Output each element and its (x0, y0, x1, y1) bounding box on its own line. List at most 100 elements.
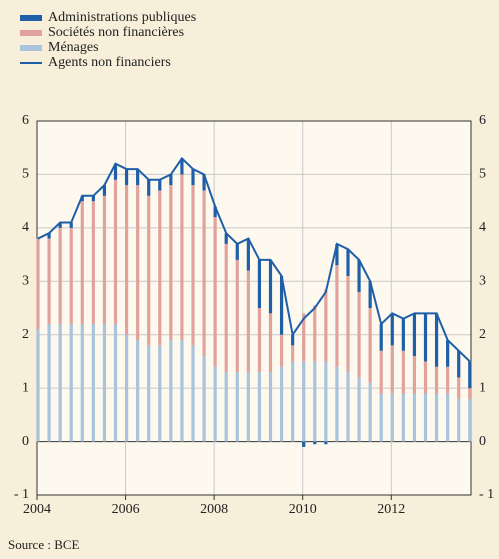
bar-segment (257, 259, 262, 308)
bar-segment (368, 382, 372, 442)
bar-segment (180, 158, 184, 175)
bar-segment (257, 372, 262, 442)
bar-segment (390, 345, 394, 394)
bar-segment (47, 324, 51, 442)
bar-segment (468, 361, 472, 389)
y-tick-label: 3 (22, 274, 29, 289)
y2-tick-label: 1 (479, 380, 486, 395)
bar-segment (80, 324, 84, 442)
bar-segment (202, 356, 206, 442)
bar-segment (457, 350, 461, 378)
bar-segment (47, 233, 51, 239)
bar-segment (434, 313, 439, 367)
bar-segment (368, 308, 372, 383)
bar-segment (224, 243, 228, 373)
bar-segment (136, 185, 140, 341)
bar-segment (224, 233, 228, 244)
bar-segment (302, 361, 306, 442)
legend-swatch (20, 15, 42, 21)
bar-segment (434, 366, 439, 394)
bar-segment (80, 201, 84, 325)
bar-segment (357, 377, 361, 442)
bar-segment (412, 356, 417, 394)
y2-tick-label: 4 (479, 220, 486, 235)
bar-segment (69, 222, 73, 228)
bar-segment (235, 243, 239, 260)
bar-segment (313, 361, 317, 442)
bar-segment (412, 313, 417, 357)
bar-segment (169, 185, 173, 341)
bar-segment (91, 201, 95, 325)
bar-segment (268, 313, 273, 373)
bar-segment (102, 324, 107, 442)
bar-segment (468, 388, 472, 399)
bar-segment (58, 227, 62, 325)
y-tick-label: 5 (22, 167, 29, 182)
bar-segment (268, 372, 273, 442)
bar-segment (246, 238, 250, 271)
bar-segment (191, 185, 195, 346)
legend-swatch (20, 30, 42, 36)
bar-segment (58, 222, 62, 228)
bar-segment (446, 366, 450, 394)
bar-segment (136, 340, 140, 442)
bar-segment (335, 243, 339, 266)
y-tick-label: - 1 (14, 487, 29, 502)
x-tick-label: 2004 (23, 502, 51, 517)
bar-segment (102, 185, 107, 196)
y-tick-label: 6 (22, 113, 29, 128)
y2-tick-label: 3 (479, 274, 486, 289)
bar-segment (401, 318, 405, 351)
plot-area (37, 121, 471, 495)
bar-segment (346, 275, 350, 373)
bar-segment (412, 393, 417, 442)
bar-segment (124, 169, 129, 186)
y-tick-label: 1 (22, 380, 29, 395)
legend-label: Ménages (48, 40, 99, 55)
legend-label: Agents non financiers (48, 55, 171, 70)
bar-segment (36, 238, 40, 330)
y2-tick-label: - 1 (479, 487, 494, 502)
bar-segment (357, 291, 361, 378)
y2-tick-label: 2 (479, 327, 486, 342)
x-tick-label: 2008 (200, 502, 228, 517)
line (37, 156, 471, 363)
bar-segment (213, 206, 217, 218)
bar-segment (357, 259, 361, 292)
y2-tick-label: 5 (479, 167, 486, 182)
x-tick-label: 2012 (377, 502, 405, 517)
bar-segment (335, 265, 339, 367)
bar-segment (291, 334, 295, 346)
bar-segment (113, 163, 118, 180)
bar-segment (291, 361, 295, 442)
bar-segment (324, 289, 328, 362)
bar-segment (279, 366, 284, 442)
bar-segment (446, 393, 450, 442)
bar-segment (213, 366, 217, 442)
bar-segment (147, 345, 151, 442)
bar-segment (202, 174, 206, 191)
bar-segment (246, 270, 250, 373)
bar-segment (368, 281, 372, 308)
bar-segment (113, 324, 118, 442)
bar-segment (124, 185, 129, 335)
bar-segment (302, 441, 306, 447)
bar-segment (169, 340, 173, 442)
bar-segment (235, 372, 239, 442)
y-tick-label: 2 (22, 327, 29, 342)
bar-segment (246, 372, 250, 442)
bar-segment (313, 441, 317, 445)
bar-segment (158, 179, 162, 191)
legend-label: Sociétés non financières (48, 25, 184, 40)
bar-segment (58, 324, 62, 442)
bar-segment (36, 329, 40, 442)
x-tick-label: 2010 (289, 502, 317, 517)
bar-segment (213, 217, 217, 367)
bar-segment (423, 393, 428, 442)
bar-segment (379, 350, 383, 394)
bar-segment (302, 313, 306, 362)
bar-segment (147, 195, 151, 346)
bar-segment (457, 398, 461, 442)
bar-segment (191, 345, 195, 442)
bar-segment (313, 305, 317, 362)
